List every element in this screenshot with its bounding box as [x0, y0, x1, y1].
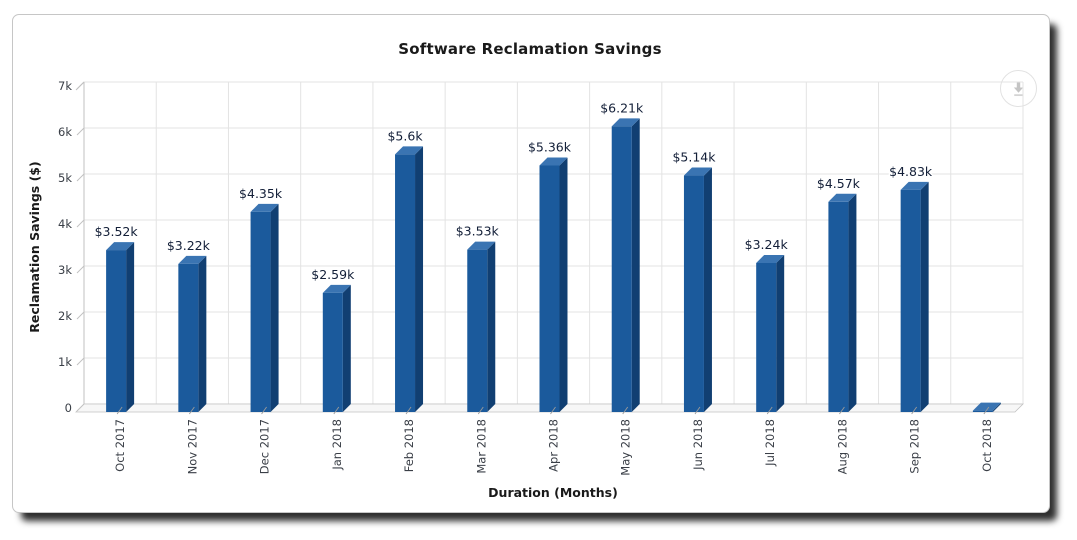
bar-top-face	[178, 255, 207, 264]
bar-nov-2017[interactable]	[178, 255, 207, 412]
bar-top-face	[106, 242, 135, 251]
bar-front-face	[467, 249, 488, 412]
bar-may-2018[interactable]	[611, 118, 640, 412]
bar-side-face	[487, 241, 496, 412]
bar-feb-2018[interactable]	[395, 146, 424, 412]
bar-front-face	[972, 410, 993, 412]
bar-side-face	[415, 146, 424, 412]
bar-top-face	[683, 167, 712, 176]
bar-top-face	[395, 146, 424, 155]
bar-front-face	[900, 189, 921, 412]
download-button[interactable]	[1000, 70, 1037, 107]
bar-top-face	[972, 402, 1001, 411]
bar-jul-2018[interactable]	[756, 254, 785, 412]
bar-top-face	[900, 181, 929, 190]
bar-aug-2018[interactable]	[828, 193, 857, 412]
bar-side-face	[559, 157, 568, 412]
bar-front-face	[611, 126, 632, 412]
bar-top-face	[467, 241, 496, 250]
bar-apr-2018[interactable]	[539, 157, 568, 412]
bar-sep-2018[interactable]	[900, 181, 929, 412]
bar-side-face	[992, 402, 1001, 412]
bar-top-face	[756, 254, 785, 263]
bar-top-face	[611, 118, 640, 127]
bar-front-face	[539, 165, 560, 412]
bar-side-face	[342, 284, 351, 412]
chart-title: Software Reclamation Savings	[398, 40, 662, 58]
bar-front-face	[178, 263, 199, 412]
bar-top-face	[828, 193, 857, 202]
bar-oct-2017[interactable]	[106, 242, 135, 412]
bar-front-face	[828, 201, 849, 412]
bar-side-face	[776, 254, 785, 412]
bar-side-face	[848, 193, 857, 412]
download-icon	[1010, 80, 1027, 97]
chart-panel	[12, 14, 1050, 513]
bar-top-face	[322, 284, 351, 293]
bar-front-face	[395, 154, 416, 412]
bar-side-face	[126, 242, 135, 412]
bar-side-face	[631, 118, 640, 412]
bar-jun-2018[interactable]	[683, 167, 712, 412]
bar-front-face	[106, 250, 127, 412]
bar-side-face	[198, 255, 207, 412]
bar-front-face	[683, 175, 704, 412]
bar-side-face	[270, 203, 279, 412]
bar-side-face	[920, 181, 929, 412]
bar-front-face	[250, 211, 271, 412]
bar-oct-2018[interactable]	[972, 402, 1001, 412]
bar-side-face	[703, 167, 712, 412]
bar-jan-2018[interactable]	[322, 284, 351, 412]
bar-dec-2017[interactable]	[250, 203, 279, 412]
bar-top-face	[539, 157, 568, 166]
bar-top-face	[250, 203, 279, 212]
bar-front-face	[322, 292, 343, 412]
bar-mar-2018[interactable]	[467, 241, 496, 412]
bar-front-face	[756, 262, 777, 412]
